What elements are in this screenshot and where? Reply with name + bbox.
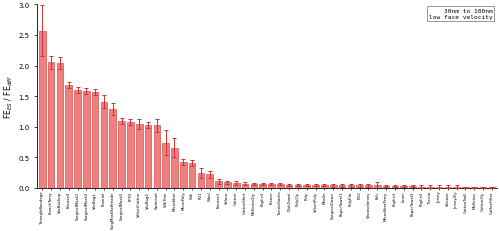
Bar: [66, 86, 72, 188]
Bar: [312, 185, 319, 188]
Bar: [356, 186, 363, 188]
Bar: [162, 143, 169, 188]
Bar: [392, 186, 398, 188]
Bar: [56, 64, 63, 188]
Bar: [410, 186, 416, 188]
Bar: [127, 122, 134, 188]
Bar: [216, 181, 222, 188]
Bar: [374, 186, 380, 188]
Bar: [171, 148, 178, 188]
Bar: [224, 183, 230, 188]
Bar: [268, 185, 275, 188]
Bar: [418, 187, 424, 188]
Bar: [136, 124, 142, 188]
Bar: [338, 186, 345, 188]
Bar: [436, 187, 442, 188]
Bar: [242, 184, 248, 188]
Bar: [454, 187, 460, 188]
Bar: [83, 92, 89, 188]
Bar: [365, 186, 372, 188]
Bar: [260, 185, 266, 188]
Bar: [48, 63, 54, 188]
Bar: [206, 175, 213, 188]
Bar: [250, 185, 257, 188]
Bar: [321, 185, 328, 188]
Bar: [92, 93, 98, 188]
Bar: [100, 102, 107, 188]
Bar: [304, 185, 310, 188]
Bar: [118, 121, 125, 188]
Bar: [427, 187, 434, 188]
Bar: [154, 126, 160, 188]
Bar: [144, 125, 152, 188]
Bar: [383, 186, 390, 188]
Bar: [180, 163, 186, 188]
Y-axis label: FE$_{ES}$ / FE$_{diff}$: FE$_{ES}$ / FE$_{diff}$: [3, 75, 16, 119]
Bar: [39, 31, 46, 188]
Bar: [348, 186, 354, 188]
Bar: [400, 186, 407, 188]
Bar: [74, 91, 81, 188]
Bar: [110, 109, 116, 188]
Bar: [330, 186, 336, 188]
Bar: [233, 183, 239, 188]
Text: 30nm to 100nm
low face velocity: 30nm to 100nm low face velocity: [429, 9, 492, 20]
Bar: [198, 173, 204, 188]
Bar: [444, 187, 451, 188]
Bar: [286, 185, 292, 188]
Bar: [189, 163, 196, 188]
Bar: [294, 185, 302, 188]
Bar: [277, 185, 283, 188]
